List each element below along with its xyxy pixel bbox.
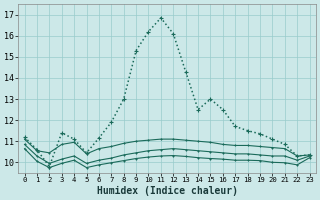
X-axis label: Humidex (Indice chaleur): Humidex (Indice chaleur) [97, 186, 237, 196]
